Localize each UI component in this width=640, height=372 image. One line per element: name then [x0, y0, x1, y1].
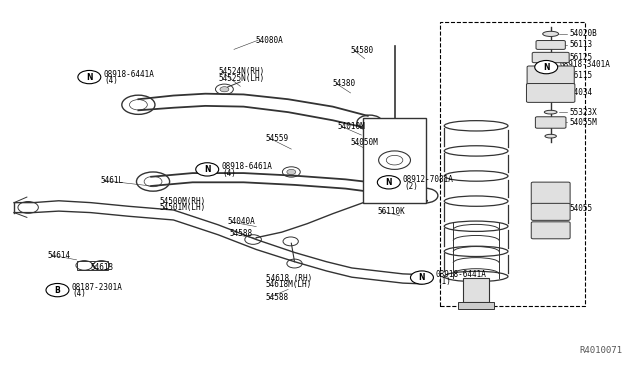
Text: 08187-2301A: 08187-2301A: [72, 283, 122, 292]
Text: 08918-3401A: 08918-3401A: [559, 60, 611, 69]
Text: (1): (1): [437, 277, 451, 286]
Text: 5461L: 5461L: [100, 176, 124, 185]
FancyBboxPatch shape: [532, 52, 569, 62]
Text: 54050M: 54050M: [351, 138, 378, 147]
Text: 54055: 54055: [570, 203, 593, 213]
Text: (6): (6): [561, 66, 575, 75]
Bar: [364, 118, 426, 203]
Text: 54500M(RH): 54500M(RH): [159, 197, 205, 206]
Text: R4010071: R4010071: [580, 346, 623, 355]
Text: 56113: 56113: [570, 41, 593, 49]
Text: 54618 (RH): 54618 (RH): [266, 274, 312, 283]
Text: 54055M: 54055M: [570, 118, 598, 127]
Bar: [77, 261, 108, 270]
Text: 54501M(LH): 54501M(LH): [159, 203, 205, 212]
Bar: [440, 22, 585, 306]
Bar: [463, 278, 489, 302]
Text: N: N: [419, 273, 425, 282]
Text: 08912-7081A: 08912-7081A: [403, 175, 454, 184]
Text: (4): (4): [104, 76, 118, 85]
Text: N: N: [385, 178, 392, 187]
FancyBboxPatch shape: [531, 182, 570, 205]
Ellipse shape: [543, 65, 557, 69]
Text: 54034: 54034: [570, 89, 593, 97]
Circle shape: [220, 87, 229, 92]
Text: 56125: 56125: [570, 53, 593, 62]
FancyBboxPatch shape: [536, 41, 565, 49]
Text: 08918-6461A: 08918-6461A: [221, 162, 272, 171]
Text: (2): (2): [404, 182, 418, 190]
Circle shape: [535, 61, 557, 74]
Bar: [458, 302, 494, 309]
Text: 54040A: 54040A: [228, 217, 255, 226]
Text: (4): (4): [223, 169, 236, 177]
Text: 54580: 54580: [351, 46, 374, 55]
Text: 54614: 54614: [48, 251, 71, 260]
Circle shape: [196, 163, 219, 176]
Circle shape: [46, 283, 69, 297]
FancyBboxPatch shape: [531, 222, 570, 239]
Text: 56115: 56115: [570, 71, 593, 80]
Circle shape: [378, 176, 400, 189]
Text: N: N: [204, 165, 211, 174]
Ellipse shape: [543, 31, 559, 36]
FancyBboxPatch shape: [527, 66, 574, 86]
Ellipse shape: [544, 110, 557, 114]
Text: N: N: [543, 62, 550, 72]
Text: 54613: 54613: [91, 263, 114, 272]
Text: 54524N(RH): 54524N(RH): [218, 67, 264, 76]
Text: 08918-6441A: 08918-6441A: [103, 70, 154, 79]
Text: 54020B: 54020B: [570, 29, 598, 38]
Text: 54588: 54588: [230, 230, 253, 238]
Ellipse shape: [545, 134, 556, 138]
Text: (4): (4): [73, 289, 86, 298]
Text: 56110K: 56110K: [378, 206, 405, 216]
FancyBboxPatch shape: [531, 203, 570, 220]
Circle shape: [410, 271, 433, 284]
Text: N: N: [86, 73, 93, 81]
Text: 54618M(LH): 54618M(LH): [266, 280, 312, 289]
Text: 54010M: 54010M: [338, 122, 365, 131]
FancyBboxPatch shape: [527, 84, 575, 102]
Text: 54525N(LH): 54525N(LH): [218, 74, 264, 83]
Circle shape: [78, 70, 100, 84]
Text: 55323X: 55323X: [570, 108, 598, 117]
FancyBboxPatch shape: [536, 117, 566, 128]
Text: B: B: [54, 286, 60, 295]
Text: 08918-6441A: 08918-6441A: [436, 270, 487, 279]
Text: 54559: 54559: [266, 134, 289, 142]
Text: 54380: 54380: [333, 79, 356, 88]
Circle shape: [287, 169, 296, 174]
Text: 54588: 54588: [266, 293, 289, 302]
Text: 54080A: 54080A: [255, 36, 283, 45]
